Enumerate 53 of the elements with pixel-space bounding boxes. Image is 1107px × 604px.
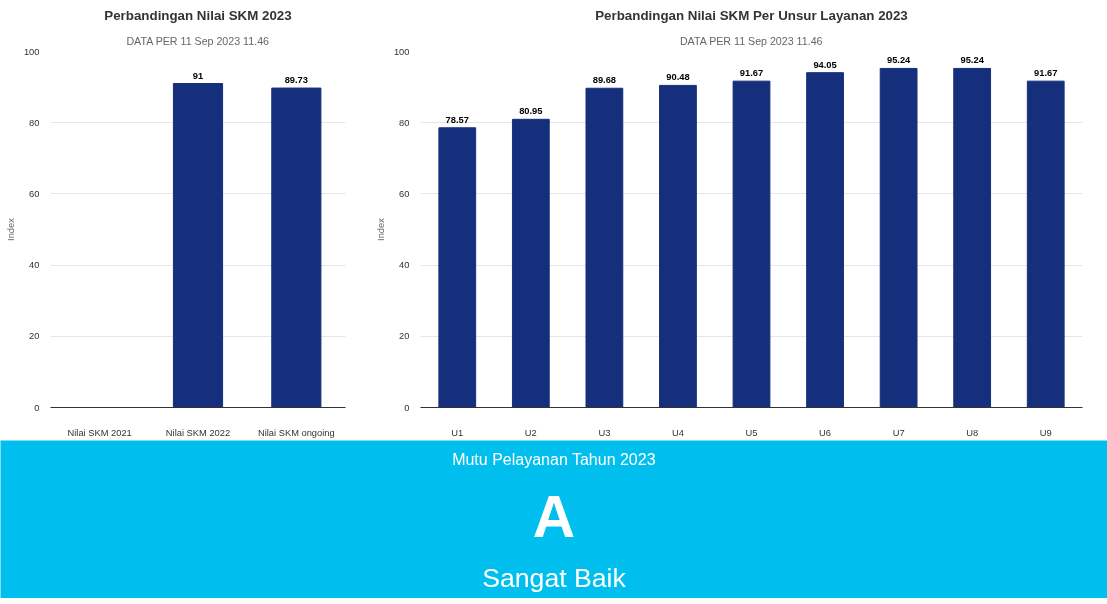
x-tick-label: U1 (451, 427, 464, 438)
y-tick-label: 100 (23, 46, 40, 57)
y-axis-title: Index (375, 217, 386, 241)
bar (732, 80, 771, 408)
y-tick-label: 40 (399, 260, 410, 271)
x-tick-label: Nilai SKM ongoing (257, 427, 335, 438)
bar (953, 67, 992, 408)
data-label: 78.57 (445, 114, 469, 125)
bar (659, 84, 697, 408)
chart-title: Perbandingan Nilai SKM 2023 (104, 7, 292, 23)
data-label: 80.95 (519, 106, 543, 117)
x-tick-label: Nilai SKM 2021 (67, 427, 132, 438)
x-tick-label: U2 (524, 427, 537, 438)
text: Mutu Pelayanan Tahun 2023 (452, 450, 656, 468)
data-label: 95.24 (960, 55, 985, 66)
text: Sangat Baik (482, 562, 627, 593)
y-tick-label: 80 (29, 117, 40, 128)
y-tick-label: 60 (29, 188, 40, 199)
x-tick-label: U3 (598, 427, 611, 438)
x-tick-label: U7 (892, 427, 905, 438)
x-tick-label: U4 (671, 427, 684, 438)
bar (1026, 80, 1065, 408)
chart-subtitle: DATA PER 11 Sep 2023 11.46 (679, 34, 823, 47)
y-tick-label: 0 (404, 402, 410, 413)
x-tick-label: U5 (745, 427, 758, 438)
y-tick-label: 100 (393, 46, 410, 57)
y-tick-label: 80 (399, 117, 410, 128)
y-tick-label: 60 (399, 188, 410, 199)
data-label: 91.67 (1034, 68, 1058, 79)
y-tick-label: 20 (399, 331, 410, 342)
x-tick-label: Nilai SKM 2022 (165, 427, 231, 438)
y-tick-label: 0 (34, 402, 40, 413)
bar (879, 67, 918, 408)
chart-subtitle: DATA PER 11 Sep 2023 11.46 (126, 34, 270, 47)
data-label: 90.48 (666, 72, 690, 83)
bar (806, 72, 844, 408)
y-tick-label: 40 (29, 260, 40, 271)
bar (585, 87, 624, 408)
x-tick-label: U9 (1039, 427, 1052, 438)
bar (438, 127, 477, 408)
bar (511, 118, 550, 408)
chart-title: Perbandingan Nilai SKM Per Unsur Layanan 2023 (595, 7, 908, 23)
y-axis-title: Index (5, 217, 16, 241)
data-label: 91 (192, 70, 204, 81)
text: A (532, 483, 576, 549)
data-label: 89.73 (284, 75, 309, 86)
data-label: 94.05 (813, 59, 837, 70)
x-tick-label: U8 (966, 427, 979, 438)
data-label: 95.24 (886, 55, 912, 66)
data-label: 91.67 (739, 68, 764, 79)
data-label: 89.68 (592, 75, 617, 86)
x-tick-label: U6 (819, 427, 832, 438)
y-tick-label: 20 (29, 331, 40, 342)
